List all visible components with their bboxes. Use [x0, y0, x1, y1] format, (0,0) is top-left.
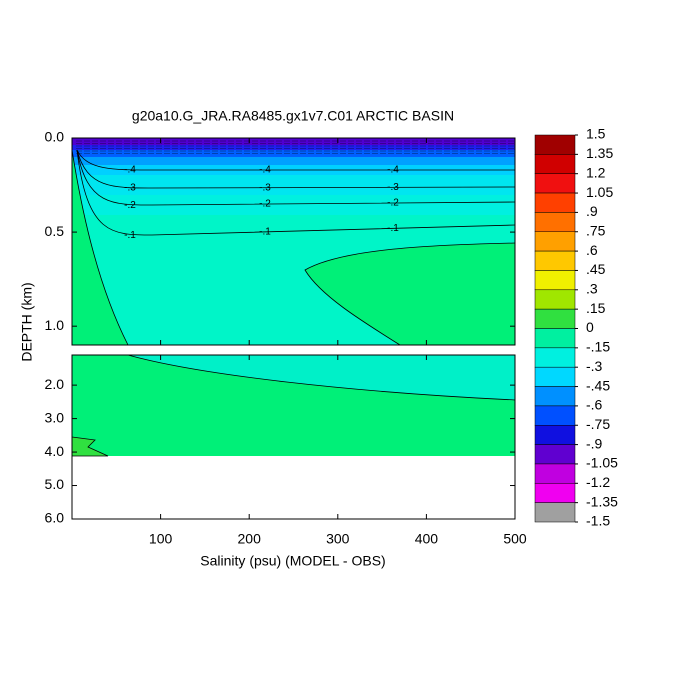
- colorbar-label: -.15: [586, 339, 610, 355]
- colorbar-box: [534, 328, 576, 349]
- y-tick-label: 2.0: [45, 376, 65, 392]
- colorbar-label: .3: [586, 281, 598, 297]
- contour-line: [76, 149, 515, 171]
- colorbar-label: -.6: [586, 397, 603, 413]
- contour-label: -.3: [387, 182, 399, 193]
- colorbar-label: -1.35: [586, 493, 618, 509]
- y-axis-label: DEPTH (km): [19, 282, 35, 361]
- contour-label: -.2: [124, 200, 136, 211]
- x-tick-label: 200: [238, 531, 262, 547]
- contour-label: -.2: [259, 199, 271, 210]
- colorbar-box: [534, 366, 576, 387]
- contour-line: [76, 149, 516, 189]
- colorbar-box: [534, 347, 576, 368]
- top-field: [72, 138, 515, 345]
- y-tick-label: 0.5: [45, 223, 65, 239]
- colorbar-box: [534, 386, 576, 407]
- colorbar-label: -1.05: [586, 455, 618, 471]
- colorbar-label: .9: [586, 203, 598, 219]
- colorbar-box: [534, 405, 576, 426]
- contour-label: -.1: [387, 223, 399, 234]
- colorbar-label: -.75: [586, 416, 610, 432]
- colorbar-box: [534, 502, 576, 523]
- colorbar-box: [534, 289, 576, 310]
- colorbar-box: [534, 134, 576, 155]
- contour-line: [76, 149, 516, 206]
- chart-title: g20a10.G_JRA.RA8485.gx1v7.C01 ARCTIC BAS…: [132, 108, 454, 124]
- x-tick-label: 100: [149, 531, 173, 547]
- contour-label: -.4: [259, 165, 271, 176]
- colorbar-label: 1.35: [586, 145, 613, 161]
- colorbar-label: -.9: [586, 435, 603, 451]
- colorbar-label: -.45: [586, 377, 610, 393]
- colorbar-box: [534, 154, 576, 174]
- contour-label: -.1: [124, 230, 136, 241]
- colorbar-label: 1.5: [586, 126, 606, 142]
- colorbar-label: .75: [586, 222, 606, 238]
- colorbar-box: [534, 463, 576, 484]
- colorbar-box: [534, 212, 576, 232]
- contour-label: -.4: [387, 165, 399, 176]
- colorbar-box: [534, 231, 576, 252]
- colorbar-label: -1.2: [586, 474, 610, 490]
- colorbar-label: 1.2: [586, 164, 606, 180]
- colorbar-label: .15: [586, 300, 606, 316]
- y-tick-label: 4.0: [45, 443, 65, 459]
- contour-label: -.3: [259, 182, 271, 193]
- y-tick-label: 6.0: [45, 510, 65, 526]
- x-tick-label: 400: [415, 531, 439, 547]
- colorbar-label: 1.05: [586, 184, 613, 200]
- colorbar-box: [534, 270, 576, 291]
- colorbar-label: .45: [586, 261, 606, 277]
- x-tick-label: 500: [503, 531, 527, 547]
- colorbar-label: .6: [586, 242, 598, 258]
- y-tick-label: 5.0: [45, 476, 65, 492]
- colorbar-label: -.3: [586, 358, 603, 374]
- contour-label: -.2: [387, 198, 399, 209]
- colorbar-box: [534, 250, 576, 271]
- colorbar-box: [534, 173, 576, 194]
- colorbar-label: 0: [586, 319, 594, 335]
- contour-label: -.4: [124, 165, 136, 176]
- colorbar-label: -1.5: [586, 513, 610, 529]
- colorbar-box: [534, 483, 576, 503]
- top-frame: [71, 137, 516, 346]
- x-tick-label: 300: [326, 531, 350, 547]
- x-axis-label: Salinity (psu) (MODEL - OBS): [200, 553, 385, 569]
- bottom-frame: [71, 354, 516, 520]
- bottom-field: [71, 354, 516, 457]
- contour-label: -.1: [259, 227, 271, 238]
- contour-line: [76, 149, 516, 236]
- zero-contours: [71, 149, 516, 346]
- colorbar-box: [534, 192, 576, 213]
- colorbar-box: [534, 425, 576, 445]
- colorbar-box: [534, 308, 576, 329]
- y-tick-label: 1.0: [45, 317, 65, 333]
- y-tick-label: 3.0: [45, 409, 65, 425]
- contour-label: -.3: [124, 183, 136, 194]
- y-tick-label: 0.0: [45, 129, 65, 145]
- colorbar-box: [534, 444, 576, 465]
